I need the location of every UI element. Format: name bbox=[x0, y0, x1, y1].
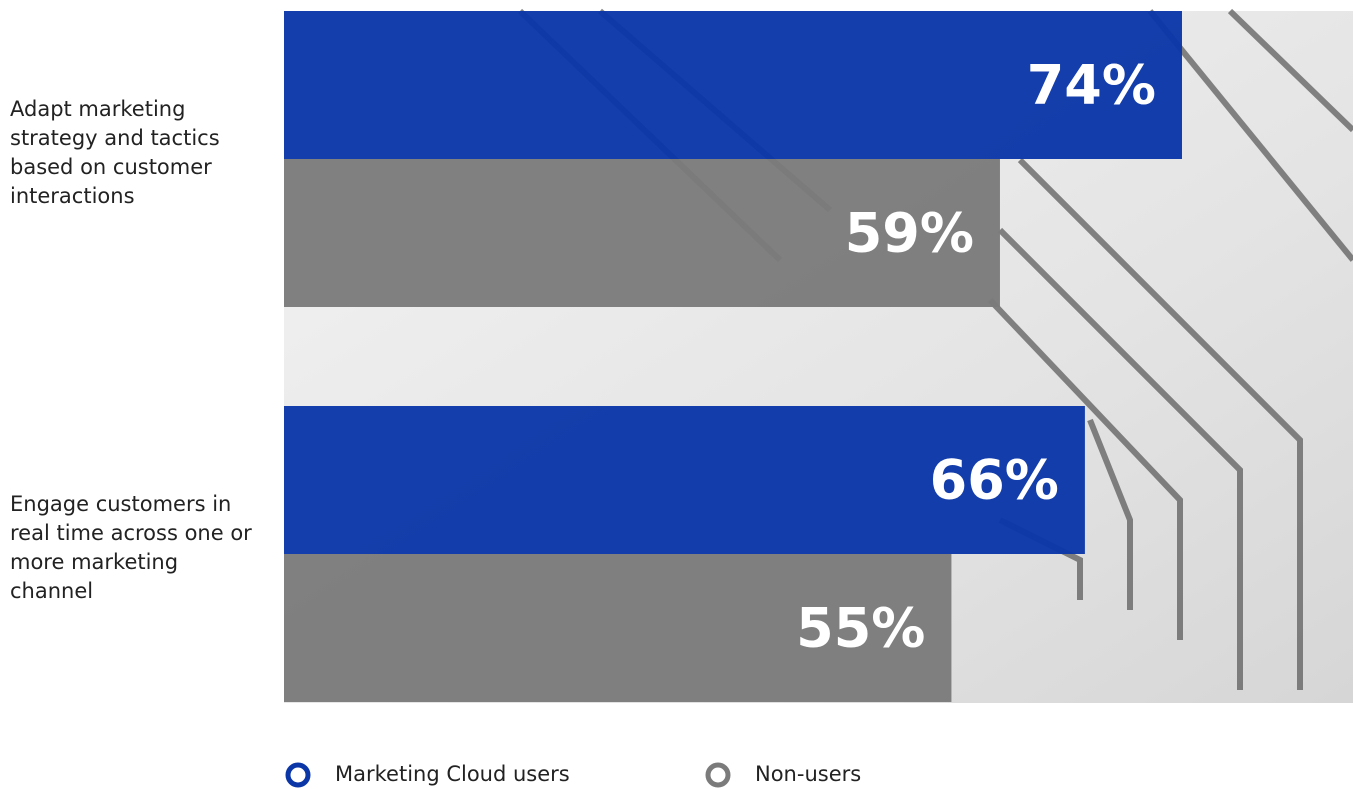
legend-marker bbox=[285, 762, 311, 788]
bar bbox=[284, 159, 1000, 307]
value-label: 55% bbox=[796, 597, 925, 660]
bar bbox=[284, 11, 1182, 159]
category-label: Engage customers in real time across one… bbox=[10, 492, 252, 603]
value-label: 66% bbox=[930, 449, 1059, 512]
value-label: 74% bbox=[1027, 54, 1156, 117]
legend-label: Non-users bbox=[755, 762, 861, 786]
bar bbox=[284, 406, 1085, 554]
category-label: Adapt marketing strategy and tactics bas… bbox=[10, 97, 220, 208]
value-label: 59% bbox=[845, 202, 974, 265]
legend-marker bbox=[705, 762, 731, 788]
legend-label: Marketing Cloud users bbox=[335, 762, 570, 786]
bar bbox=[284, 554, 952, 702]
